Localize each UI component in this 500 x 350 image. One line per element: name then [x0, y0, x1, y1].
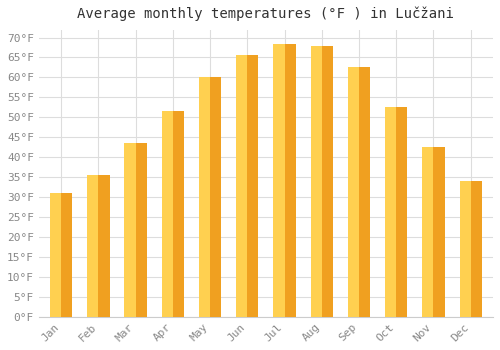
Bar — [236, 56, 248, 317]
Bar — [124, 143, 136, 317]
Bar — [422, 147, 444, 317]
Bar — [460, 181, 482, 317]
Bar — [50, 193, 72, 317]
Bar — [274, 43, 295, 317]
Bar — [87, 175, 110, 317]
Bar — [50, 193, 61, 317]
Bar — [236, 56, 258, 317]
Bar — [199, 77, 210, 317]
Bar — [87, 175, 99, 317]
Bar — [348, 68, 359, 317]
Bar — [385, 107, 407, 317]
Bar — [199, 77, 222, 317]
Bar — [422, 147, 434, 317]
Bar — [460, 181, 470, 317]
Title: Average monthly temperatures (°F ) in Lučžani: Average monthly temperatures (°F ) in Lu… — [78, 7, 454, 21]
Bar — [274, 43, 284, 317]
Bar — [162, 111, 173, 317]
Bar — [310, 46, 322, 317]
Bar — [310, 46, 333, 317]
Bar — [348, 68, 370, 317]
Bar — [162, 111, 184, 317]
Bar — [385, 107, 396, 317]
Bar — [124, 143, 147, 317]
